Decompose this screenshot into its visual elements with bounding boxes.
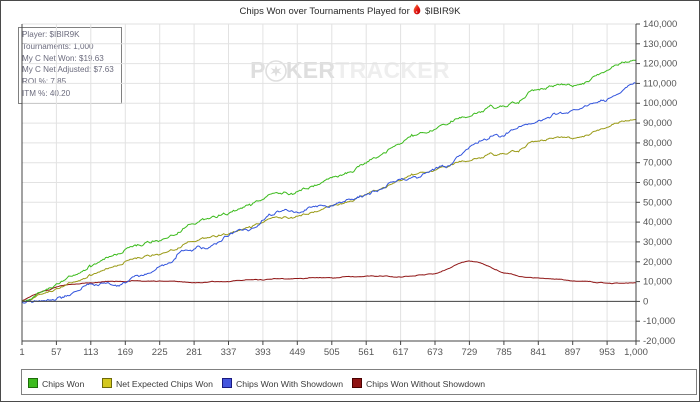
svg-text:617: 617	[393, 347, 409, 358]
svg-text:-20,000: -20,000	[643, 336, 675, 347]
svg-text:50,000: 50,000	[643, 197, 672, 208]
svg-text:505: 505	[324, 347, 340, 358]
svg-text:337: 337	[221, 347, 237, 358]
svg-text:897: 897	[565, 347, 581, 358]
svg-text:0: 0	[643, 296, 648, 307]
svg-text:841: 841	[530, 347, 546, 358]
svg-text:113: 113	[83, 347, 98, 358]
svg-text:169: 169	[117, 347, 133, 358]
svg-text:90,000: 90,000	[643, 118, 672, 129]
svg-text:140,000: 140,000	[643, 19, 677, 30]
svg-text:40,000: 40,000	[643, 217, 672, 228]
svg-text:60,000: 60,000	[643, 178, 672, 189]
svg-text:80,000: 80,000	[643, 138, 672, 149]
svg-text:225: 225	[152, 347, 168, 358]
svg-text:100,000: 100,000	[643, 98, 677, 109]
svg-text:281: 281	[186, 347, 202, 358]
svg-text:110,000: 110,000	[643, 78, 677, 89]
svg-text:1: 1	[19, 347, 24, 358]
svg-text:393: 393	[255, 347, 271, 358]
svg-text:561: 561	[358, 347, 374, 358]
svg-text:57: 57	[51, 347, 62, 358]
svg-text:1,000: 1,000	[624, 347, 648, 358]
svg-text:785: 785	[496, 347, 512, 358]
svg-text:30,000: 30,000	[643, 237, 672, 248]
svg-text:673: 673	[427, 347, 443, 358]
svg-text:729: 729	[461, 347, 477, 358]
svg-text:953: 953	[599, 347, 615, 358]
svg-text:20,000: 20,000	[643, 257, 672, 268]
svg-text:70,000: 70,000	[643, 158, 672, 169]
svg-text:10,000: 10,000	[643, 277, 672, 288]
svg-text:449: 449	[289, 347, 305, 358]
svg-text:-10,000: -10,000	[643, 316, 675, 327]
svg-text:120,000: 120,000	[643, 59, 677, 70]
svg-text:130,000: 130,000	[643, 39, 677, 50]
